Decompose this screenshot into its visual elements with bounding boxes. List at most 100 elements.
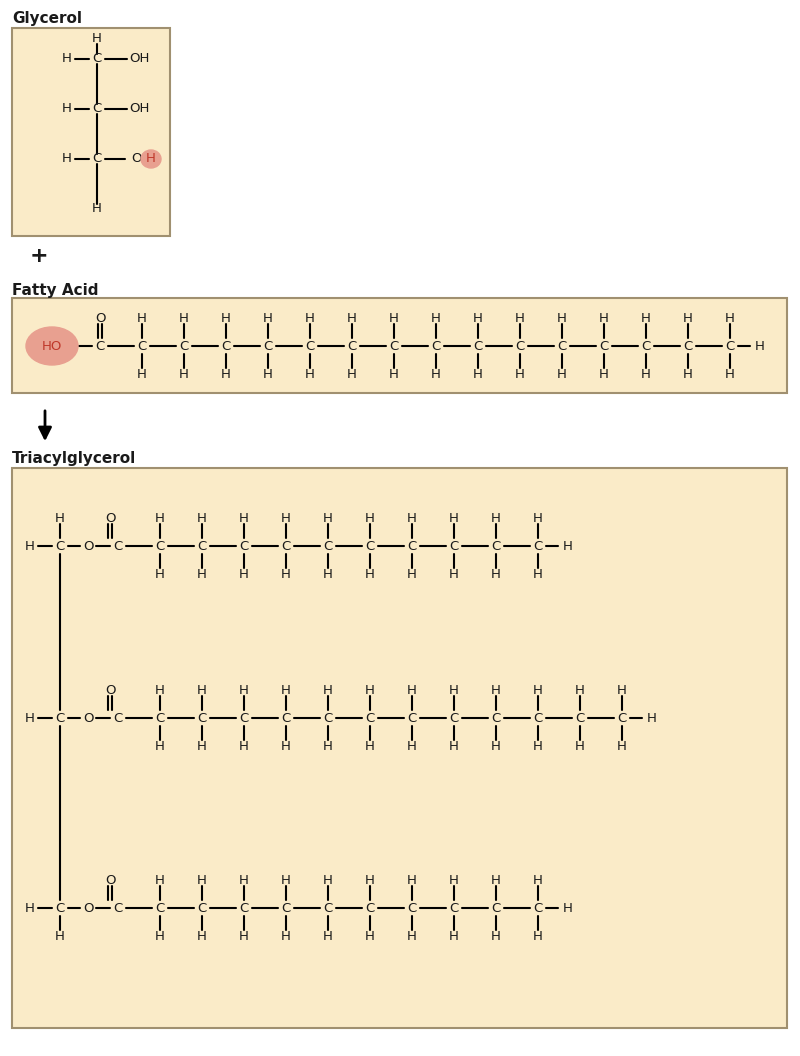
Ellipse shape	[26, 327, 78, 365]
Text: C: C	[198, 712, 206, 724]
Text: OH: OH	[129, 102, 149, 115]
Text: C: C	[198, 902, 206, 914]
Text: H: H	[25, 540, 35, 552]
Text: H: H	[197, 929, 207, 943]
Text: H: H	[155, 929, 165, 943]
Text: H: H	[431, 367, 441, 380]
Text: H: H	[305, 312, 315, 324]
Text: H: H	[449, 739, 459, 753]
Text: H: H	[62, 102, 72, 115]
Text: C: C	[114, 540, 122, 552]
Text: C: C	[534, 540, 542, 552]
Text: H: H	[491, 567, 501, 581]
Text: O: O	[82, 902, 94, 914]
Text: O: O	[94, 312, 106, 324]
Text: H: H	[617, 683, 627, 697]
Text: H: H	[533, 511, 543, 525]
Text: H: H	[491, 683, 501, 697]
Text: H: H	[197, 683, 207, 697]
Text: H: H	[683, 367, 693, 380]
Text: O: O	[82, 712, 94, 724]
Text: H: H	[365, 511, 375, 525]
Text: C: C	[282, 712, 290, 724]
Text: H: H	[197, 567, 207, 581]
Text: H: H	[515, 312, 525, 324]
Text: H: H	[575, 683, 585, 697]
Text: H: H	[155, 739, 165, 753]
Text: C: C	[515, 339, 525, 353]
Text: C: C	[323, 902, 333, 914]
Text: C: C	[239, 540, 249, 552]
Text: C: C	[450, 712, 458, 724]
Text: H: H	[25, 712, 35, 724]
Text: C: C	[599, 339, 609, 353]
Text: H: H	[563, 540, 573, 552]
Text: H: H	[557, 312, 567, 324]
Text: C: C	[55, 540, 65, 552]
Text: H: H	[221, 367, 231, 380]
Text: O: O	[105, 873, 115, 886]
Text: H: H	[647, 712, 657, 724]
Text: HO: HO	[42, 339, 62, 353]
Text: H: H	[281, 567, 291, 581]
Text: H: H	[365, 739, 375, 753]
Text: Triacylglycerol: Triacylglycerol	[12, 451, 136, 466]
Text: C: C	[618, 712, 626, 724]
Text: H: H	[725, 367, 735, 380]
Text: H: H	[62, 152, 72, 166]
Text: C: C	[282, 540, 290, 552]
Text: H: H	[491, 511, 501, 525]
Text: C: C	[407, 712, 417, 724]
Text: C: C	[155, 540, 165, 552]
Text: H: H	[641, 312, 651, 324]
Text: C: C	[491, 902, 501, 914]
Text: H: H	[239, 567, 249, 581]
Text: H: H	[557, 367, 567, 380]
Text: H: H	[263, 367, 273, 380]
Text: H: H	[449, 683, 459, 697]
Text: H: H	[365, 683, 375, 697]
Text: H: H	[55, 929, 65, 943]
Text: C: C	[534, 902, 542, 914]
Text: H: H	[533, 739, 543, 753]
Text: C: C	[366, 712, 374, 724]
Text: C: C	[95, 339, 105, 353]
Text: C: C	[323, 540, 333, 552]
Text: H: H	[599, 367, 609, 380]
Text: H: H	[449, 873, 459, 886]
Text: H: H	[239, 929, 249, 943]
Text: H: H	[179, 367, 189, 380]
Text: H: H	[755, 339, 765, 353]
FancyBboxPatch shape	[12, 29, 170, 235]
Text: C: C	[239, 712, 249, 724]
Text: H: H	[239, 683, 249, 697]
Text: H: H	[407, 683, 417, 697]
Text: H: H	[491, 929, 501, 943]
Text: C: C	[491, 712, 501, 724]
Text: H: H	[281, 739, 291, 753]
Text: C: C	[366, 540, 374, 552]
Text: C: C	[55, 902, 65, 914]
Text: H: H	[365, 873, 375, 886]
Text: H: H	[473, 312, 483, 324]
Text: C: C	[431, 339, 441, 353]
Text: H: H	[323, 739, 333, 753]
Text: C: C	[491, 540, 501, 552]
Text: H: H	[305, 367, 315, 380]
Text: H: H	[221, 312, 231, 324]
Text: H: H	[365, 567, 375, 581]
Text: H: H	[389, 312, 399, 324]
Text: H: H	[491, 873, 501, 886]
Text: C: C	[558, 339, 566, 353]
Text: H: H	[323, 683, 333, 697]
Text: H: H	[491, 739, 501, 753]
Text: +: +	[30, 246, 49, 266]
Ellipse shape	[141, 150, 161, 168]
Text: C: C	[390, 339, 398, 353]
Text: C: C	[198, 540, 206, 552]
Text: H: H	[449, 929, 459, 943]
Text: H: H	[407, 567, 417, 581]
Text: H: H	[155, 873, 165, 886]
Text: H: H	[407, 511, 417, 525]
Text: H: H	[179, 312, 189, 324]
